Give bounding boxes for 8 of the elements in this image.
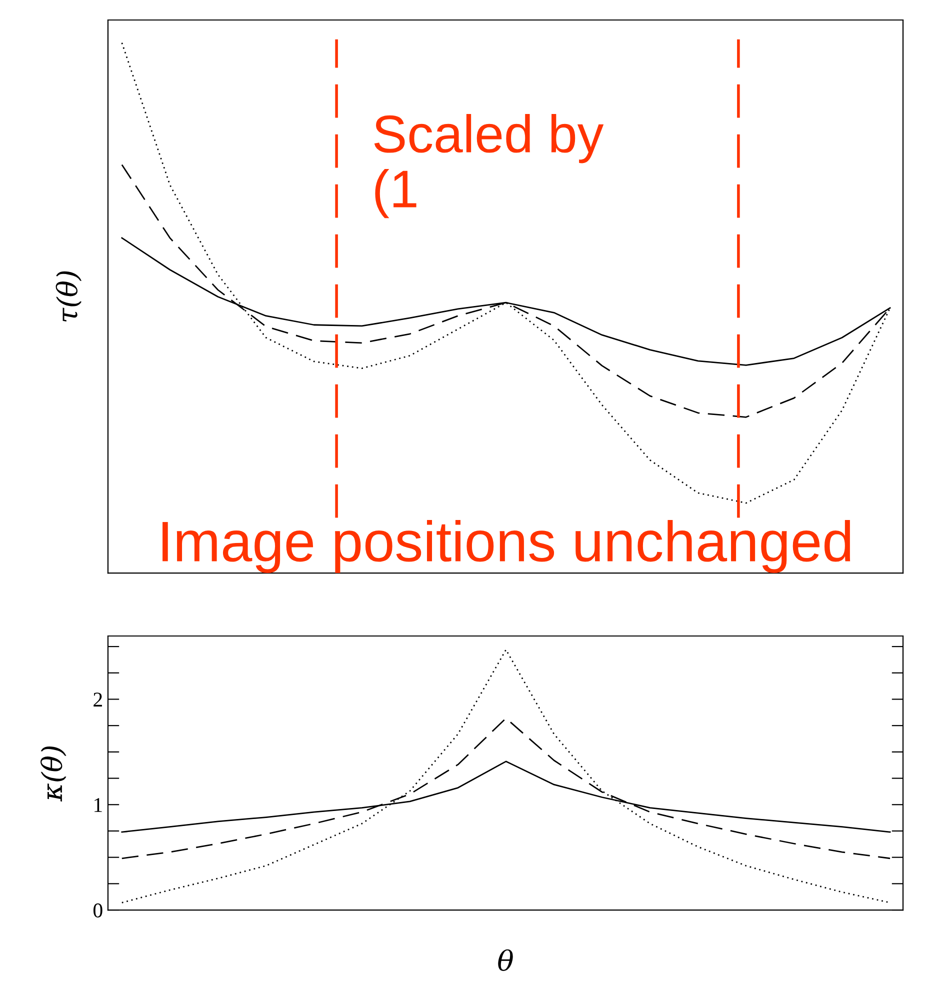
y-tick-label: 1: [94, 798, 102, 812]
annotation: Scaled by (1: [374, 114, 604, 218]
y-tick-label: 0: [93, 903, 102, 918]
y-axis-title: τ(θ): [56, 271, 82, 322]
x-axis-title: θ: [498, 949, 513, 972]
annotation: Image positions unchanged: [162, 520, 850, 574]
y-axis-title: κ(θ): [40, 746, 66, 802]
y-tick-label: 2: [94, 692, 102, 706]
